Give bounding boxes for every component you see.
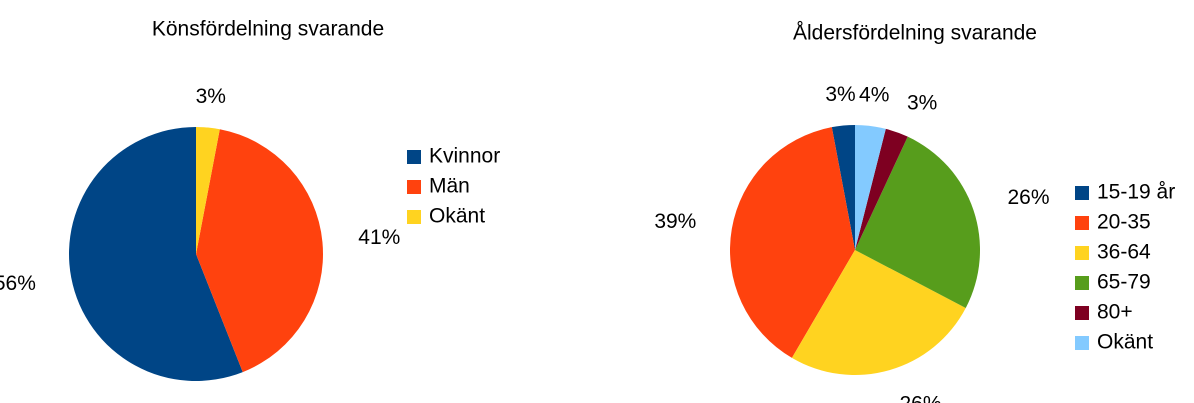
legend-label: 36-64 xyxy=(1097,241,1151,264)
legend-label: 80+ xyxy=(1097,301,1133,324)
legend-label: 20-35 xyxy=(1097,211,1151,234)
legend-swatch xyxy=(1075,306,1089,320)
data-label: 3% xyxy=(907,92,937,115)
legend-swatch xyxy=(1075,336,1089,350)
pie-slice xyxy=(831,125,855,250)
pie-slice xyxy=(855,136,980,308)
data-label: 3% xyxy=(196,85,226,108)
pie-slice xyxy=(196,127,220,254)
legend-label: 15-19 år xyxy=(1097,181,1175,204)
data-label: 3% xyxy=(825,83,855,106)
data-label: 26% xyxy=(1007,186,1049,209)
legend-swatch xyxy=(1075,246,1089,260)
legend-swatch xyxy=(1075,216,1089,230)
legend-swatch xyxy=(407,180,421,194)
pie-slice xyxy=(69,127,243,381)
legend-swatch xyxy=(1075,186,1089,200)
pie-slice xyxy=(791,250,966,375)
pie-slice xyxy=(855,125,886,250)
legend-swatch xyxy=(1075,276,1089,290)
legend-label: Okänt xyxy=(429,205,485,228)
legend-swatch xyxy=(407,210,421,224)
legend-label: Män xyxy=(429,175,470,198)
pie-slice xyxy=(855,128,908,250)
data-label: 56% xyxy=(0,272,36,295)
legend-label: Okänt xyxy=(1097,331,1153,354)
pie-slice xyxy=(196,129,323,373)
data-label: 39% xyxy=(654,210,696,233)
pie-slice xyxy=(730,127,855,358)
data-label: 41% xyxy=(358,226,400,249)
legend-label: 65-79 xyxy=(1097,271,1151,294)
data-label: 4% xyxy=(859,84,889,107)
chart-title: Åldersfördelning svarande xyxy=(793,22,1037,45)
legend-label: Kvinnor xyxy=(429,145,500,168)
data-label: 26% xyxy=(899,392,941,403)
chart-title: Könsfördelning svarande xyxy=(152,18,384,41)
legend-swatch xyxy=(407,150,421,164)
